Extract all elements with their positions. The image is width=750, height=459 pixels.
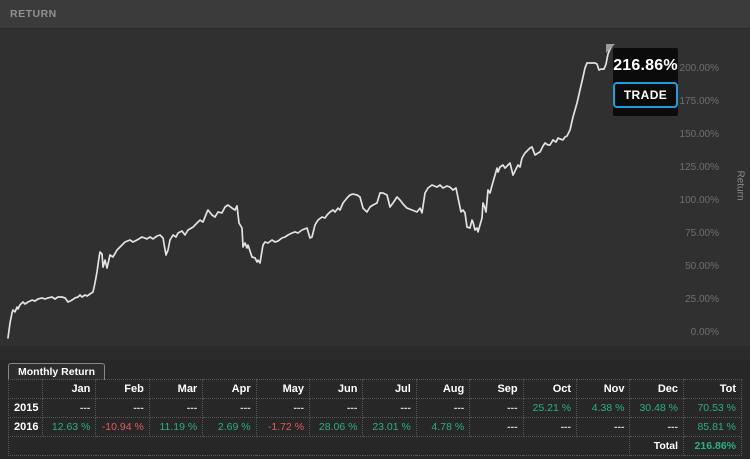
y-tick-label: 50.00% [685, 260, 719, 272]
return-line-chart [0, 44, 750, 360]
cell-2015-Jul: --- [362, 398, 417, 418]
chart-tooltip: 216.86% TRADE [606, 44, 679, 116]
y-tick-label: 175.00% [679, 95, 719, 107]
monthly-return-table: Jan Feb Mar Apr May Jun Jul Aug Sep Oct Nov Dec Tot … [7, 379, 742, 456]
table-row: 2016 12.63 % -10.94 % 11.19 % 2.69 % -1.72 % 2… [8, 417, 742, 437]
y-tick-label: 125.00% [679, 161, 719, 173]
cell-2015-Dec: 30.48 % [629, 398, 684, 418]
total-label: Total [629, 436, 684, 456]
cell-2015-Tot: 70.53 % [683, 398, 742, 418]
col-header-Tot: Tot [683, 379, 742, 399]
cell-2016-May: -1.72 % [255, 417, 311, 437]
chart-header: RETURN [0, 0, 750, 29]
row-header-2016: 2016 [8, 417, 43, 437]
return-chart[interactable]: 200.00% 175.00% 150.00% 125.00% 100.00% 75.00… [0, 28, 750, 360]
y-axis-title: Return [734, 170, 746, 201]
col-header-May: May [255, 379, 311, 399]
col-header-Nov: Nov [576, 379, 631, 399]
trade-button[interactable]: TRADE [612, 82, 679, 108]
y-tick-label: 200.00% [679, 62, 719, 74]
y-tick-label: 150.00% [679, 128, 719, 140]
total-row: Total 216.86% [7, 436, 742, 456]
tab-monthly-return[interactable]: Monthly Return [8, 363, 105, 380]
col-header-Mar: Mar [148, 379, 204, 399]
col-header-Aug: Aug [415, 379, 471, 399]
tooltip-value: 216.86% [613, 57, 678, 74]
cell-2016-Feb: -10.94 % [95, 417, 150, 437]
col-header-Dec: Dec [629, 379, 684, 399]
cell-2015-Mar: --- [148, 398, 204, 418]
col-header-Feb: Feb [95, 379, 150, 399]
cell-2016-Apr: 2.69 % [202, 417, 257, 437]
y-tick-label: 0.00% [690, 326, 719, 338]
return-chart-panel: RETURN 200.00% 175.00% 150.00% 125.00% 100.0… [0, 0, 750, 360]
cell-2015-Aug: --- [415, 398, 471, 418]
table-row: 2015 --- --- --- --- --- --- --- --- --- 25.21 % 4.… [8, 398, 742, 418]
cell-2015-Feb: --- [95, 398, 150, 418]
chart-title: RETURN [10, 8, 57, 20]
cell-2015-May: --- [255, 398, 311, 418]
cell-2016-Tot: 85.81 % [683, 417, 742, 437]
return-series-line [7, 44, 613, 339]
total-row-spacer [7, 436, 631, 456]
tooltip-caret-icon [606, 44, 615, 53]
cell-2015-Sep: --- [469, 398, 524, 418]
cell-2016-Jun: 28.06 % [309, 417, 364, 437]
cell-2015-Apr: --- [202, 398, 257, 418]
col-header-Oct: Oct [522, 379, 578, 399]
cell-2016-Oct: --- [522, 417, 578, 437]
y-tick-label: 75.00% [685, 227, 719, 239]
row-header-2015: 2015 [8, 398, 43, 418]
cell-2016-Nov: --- [576, 417, 631, 437]
col-header-year [8, 379, 43, 399]
col-header-Jul: Jul [362, 379, 417, 399]
y-tick-label: 25.00% [685, 293, 719, 305]
col-header-Sep: Sep [469, 379, 524, 399]
cell-2016-Aug: 4.78 % [415, 417, 471, 437]
cell-2016-Dec: --- [629, 417, 684, 437]
cell-2015-Jan: --- [41, 398, 97, 418]
col-header-Apr: Apr [202, 379, 257, 399]
x-axis-band [0, 346, 750, 360]
monthly-return-panel: Monthly Return Jan Feb Mar Apr May Jun Jul Aug S… [0, 360, 750, 459]
cell-2016-Jul: 23.01 % [362, 417, 417, 437]
col-header-Jun: Jun [309, 379, 364, 399]
cell-2016-Jan: 12.63 % [41, 417, 97, 437]
total-value: 216.86% [683, 436, 742, 456]
y-tick-label: 100.00% [679, 194, 719, 206]
cell-2015-Nov: 4.38 % [576, 398, 631, 418]
cell-2015-Jun: --- [309, 398, 364, 418]
col-header-Jan: Jan [41, 379, 97, 399]
cell-2016-Mar: 11.19 % [148, 417, 204, 437]
cell-2015-Oct: 25.21 % [522, 398, 578, 418]
cell-2016-Sep: --- [469, 417, 524, 437]
